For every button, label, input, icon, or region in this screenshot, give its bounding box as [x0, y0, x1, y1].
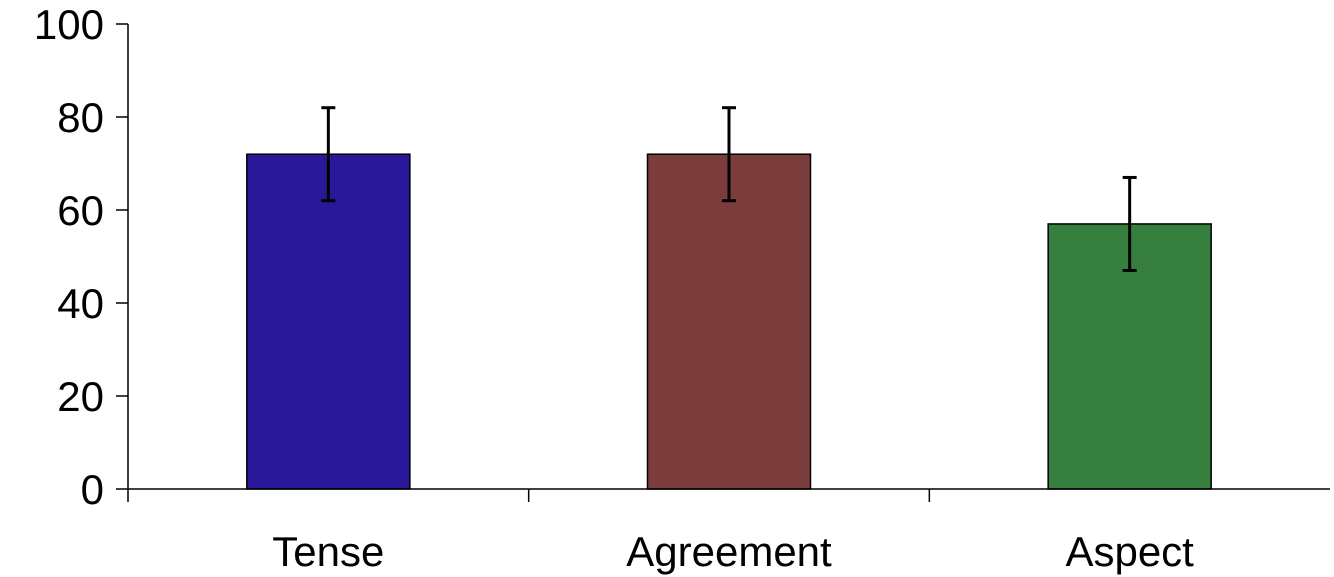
- x-tick-label-agreement: Agreement: [626, 528, 832, 575]
- y-tick-label-40: 40: [57, 280, 104, 327]
- bar-agreement: [646, 153, 812, 490]
- bar-tense: [246, 153, 411, 490]
- axes-group: [127, 24, 1330, 502]
- y-tick-label-60: 60: [57, 187, 104, 234]
- bars-group: [246, 153, 1212, 490]
- error-bars-group: [321, 106, 1137, 272]
- x-tick-labels-group: Tense Agreement Aspect: [272, 528, 1194, 575]
- y-tick-label-100: 100: [34, 1, 104, 48]
- x-tick-label-tense: Tense: [272, 528, 384, 575]
- y-tick-label-0: 0: [81, 466, 104, 513]
- y-tick-labels-group: 0 20 40 60 80 100: [34, 1, 104, 513]
- x-ticks-group: [527, 489, 931, 502]
- y-ticks-group: [116, 23, 128, 490]
- x-tick-label-aspect: Aspect: [1065, 528, 1194, 575]
- y-tick-label-80: 80: [57, 94, 104, 141]
- y-tick-label-20: 20: [57, 373, 104, 420]
